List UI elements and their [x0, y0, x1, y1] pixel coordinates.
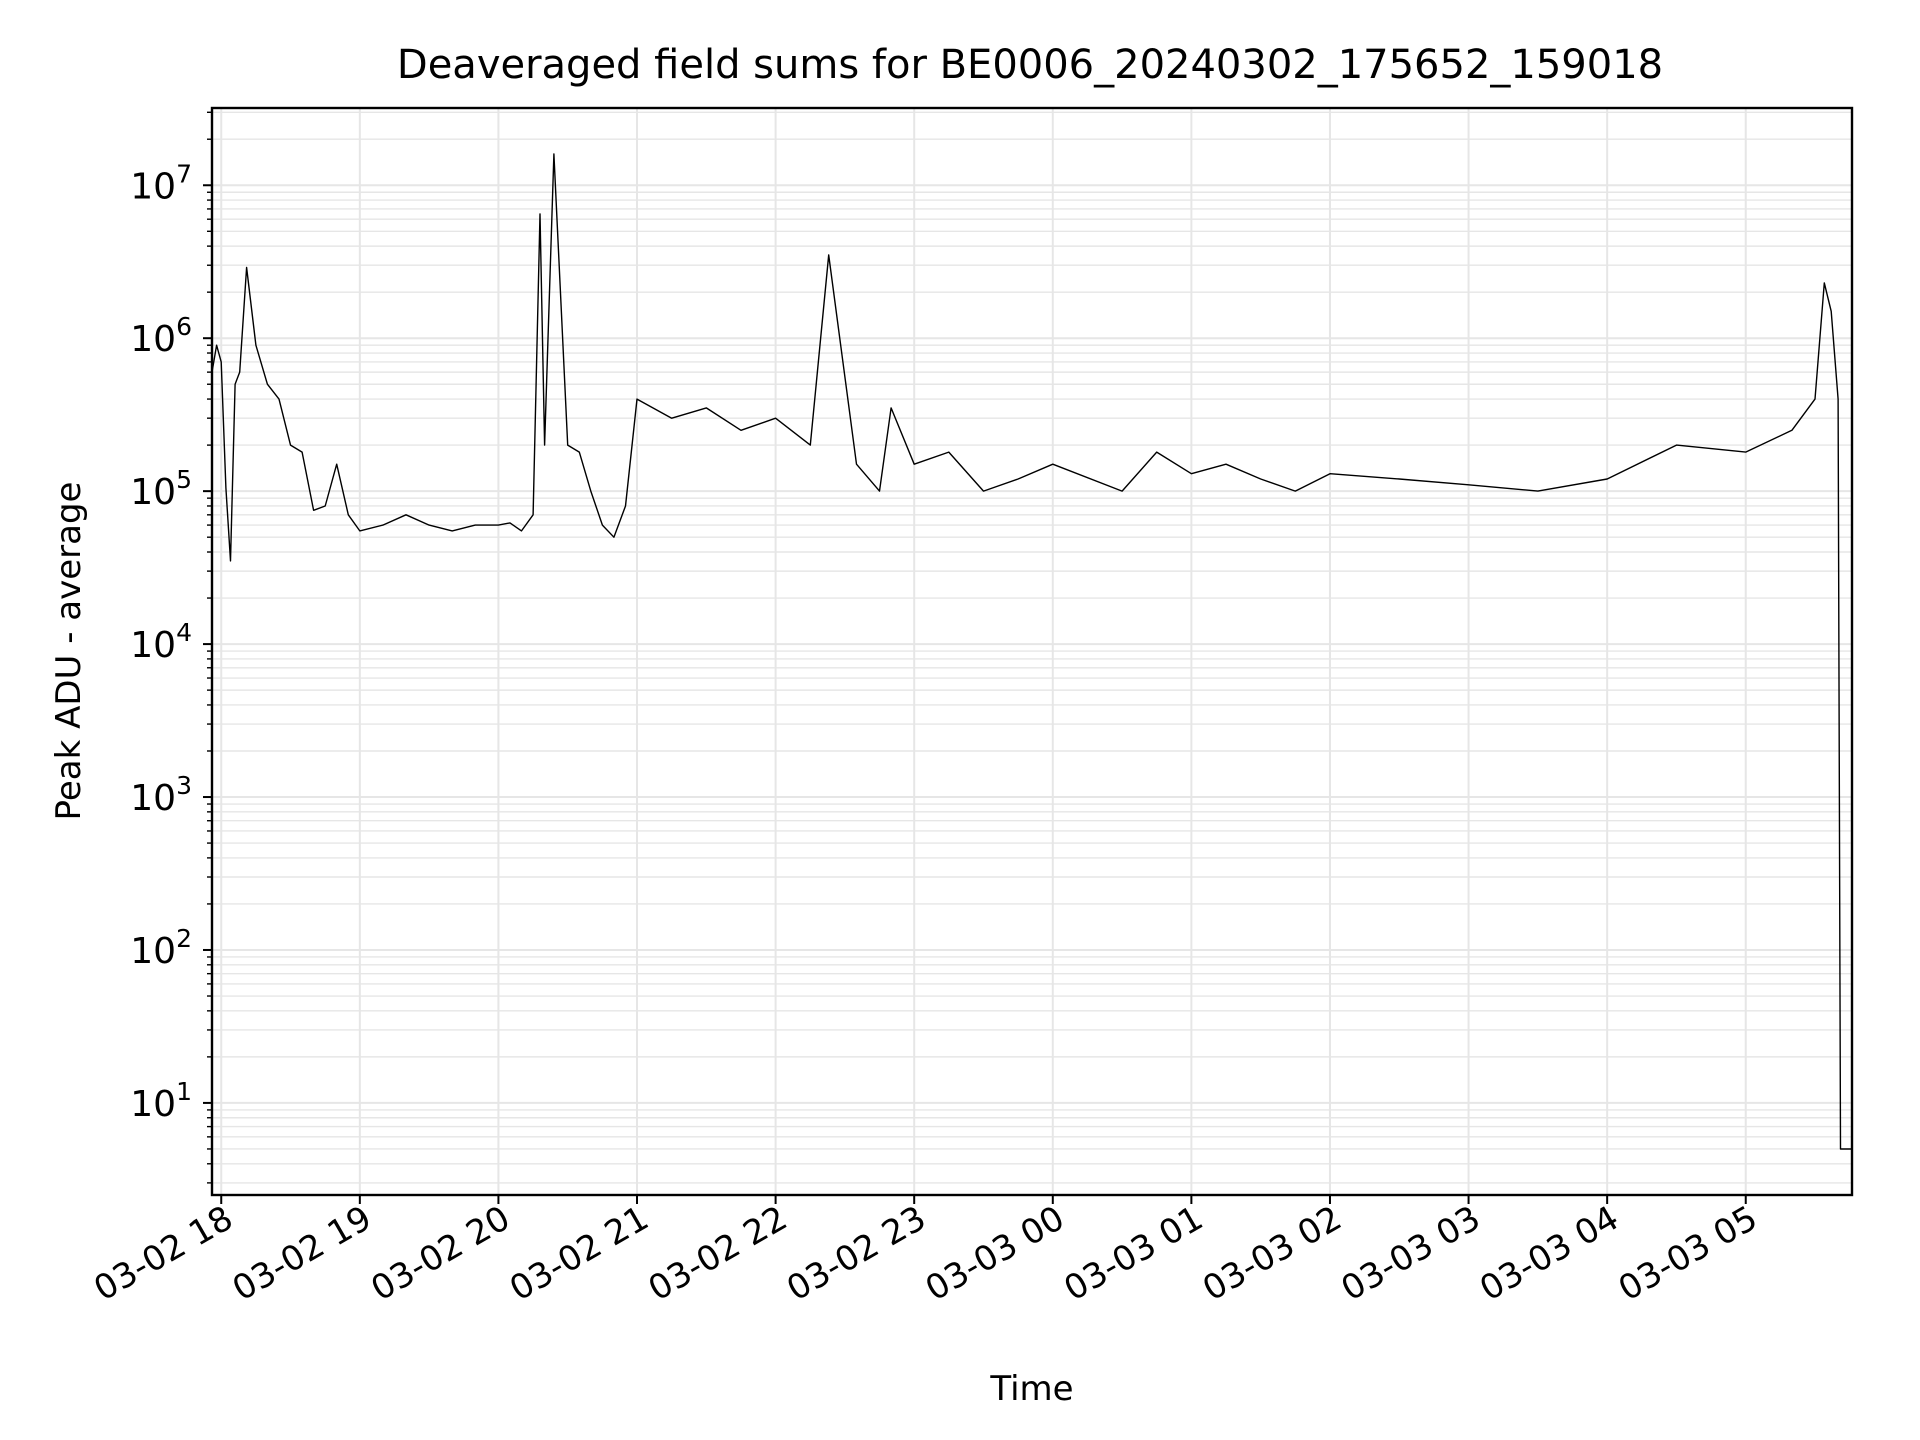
y-tick-label: 107	[130, 159, 192, 207]
y-axis-ticks: 101 102 103 104 105 106 107	[130, 111, 212, 1184]
grid-lines	[212, 108, 1852, 1195]
y-tick-label: 106	[130, 312, 192, 360]
y-tick-label: 103	[130, 771, 192, 819]
y-axis-label: Peak ADU - average	[49, 482, 89, 821]
y-tick-label: 102	[130, 924, 192, 972]
y-tick-label: 105	[130, 465, 192, 513]
series-line	[212, 153, 1852, 1150]
chart-title: Deaveraged field sums for BE0006_2024030…	[397, 42, 1663, 88]
y-tick-label: 101	[130, 1077, 192, 1125]
y-tick-label: 104	[130, 618, 192, 666]
x-axis-label: Time	[989, 1369, 1073, 1409]
